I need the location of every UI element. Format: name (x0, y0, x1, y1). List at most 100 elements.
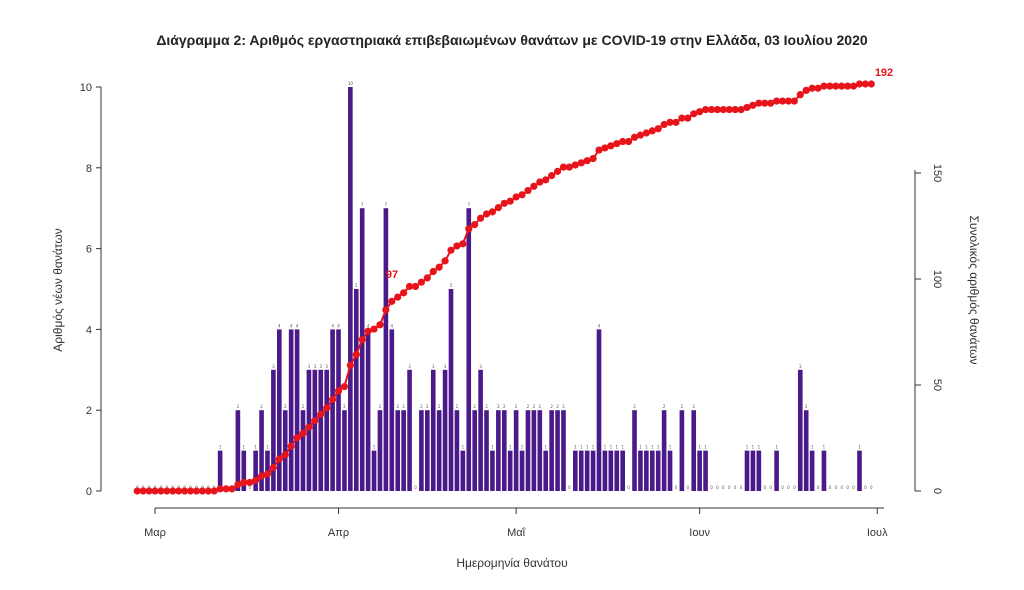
bar (703, 450, 708, 491)
bar (401, 410, 406, 491)
y-ticks-right: 0 50 100 150 (915, 164, 943, 494)
bar-value-label: 0 (675, 485, 678, 490)
cumulative-point (151, 487, 159, 495)
cumulative-point (447, 246, 455, 254)
bar-value-label: 2 (539, 404, 542, 409)
bar (389, 329, 395, 491)
cumulative-point (471, 221, 479, 229)
bar-value-label: 2 (485, 404, 488, 409)
cumulative-point (139, 487, 147, 495)
bar-value-label: 2 (420, 404, 423, 409)
cumulative-point (778, 97, 787, 105)
bar-value-label: 4 (331, 323, 334, 328)
bar-value-label: 2 (497, 404, 500, 409)
cumulative-point (145, 487, 153, 495)
bar-value-label: 2 (663, 404, 666, 409)
bar (336, 329, 341, 491)
bar (425, 410, 430, 491)
bar-value-label: 2 (692, 404, 695, 409)
cumulative-point (400, 289, 408, 297)
cumulative-point (583, 157, 591, 165)
bar-value-label: 1 (621, 445, 624, 450)
bar (235, 410, 241, 491)
cumulative-point (784, 97, 793, 105)
bar (330, 329, 335, 491)
bar (578, 450, 584, 491)
x-tick-label: Μαΐ (507, 527, 526, 539)
bar (490, 450, 495, 491)
cumulative-point (228, 485, 236, 493)
cumulative-point (684, 114, 692, 122)
bar (436, 410, 442, 491)
bar-value-label: 0 (568, 485, 571, 490)
bar (531, 410, 537, 491)
cumulative-point (388, 297, 396, 305)
cumulative-point (293, 434, 301, 442)
cumulative-point (696, 108, 704, 116)
x-tick-label: Απρ (328, 527, 349, 539)
bar-value-label: 2 (302, 404, 305, 409)
x-tick-label: Ιουν (689, 527, 710, 539)
bar (507, 450, 513, 491)
bar-value-label: 2 (533, 404, 536, 409)
bar-value-label: 5 (450, 283, 453, 288)
bar-value-label: 0 (687, 485, 690, 490)
bar (430, 369, 436, 491)
y-tick-label: 2 (86, 405, 92, 417)
cumulative-point (832, 82, 840, 90)
bar (496, 410, 501, 491)
bar-value-label: 1 (491, 445, 494, 450)
cumulative-point (246, 478, 254, 487)
bar-value-label: 0 (793, 485, 796, 490)
cumulative-point (690, 110, 698, 118)
x-tick-label: Ιουλ (867, 527, 888, 539)
bar (632, 410, 637, 491)
cumulative-point (707, 105, 716, 114)
cumulative-point (186, 487, 195, 495)
cumulative-point (849, 82, 858, 90)
bar-value-label: 1 (254, 445, 257, 450)
cumulative-point (263, 470, 272, 478)
bar (277, 329, 282, 491)
cumulative-point (648, 127, 656, 135)
bar-value-label: 2 (379, 404, 382, 409)
cumulative-point (559, 163, 568, 171)
cumulative-point (133, 487, 141, 495)
y-tick-label: 4 (86, 324, 92, 336)
cumulative-point (364, 327, 372, 335)
bar (525, 410, 531, 491)
cumulative-point (334, 387, 343, 395)
bar-value-label: 1 (746, 445, 749, 450)
bar (478, 369, 483, 491)
bar (549, 410, 554, 491)
bar (253, 450, 258, 491)
cumulative-point (548, 172, 556, 180)
bar-value-label: 0 (870, 485, 873, 490)
cumulative-point (536, 178, 544, 186)
bar (472, 410, 477, 491)
bar-value-label: 2 (562, 404, 565, 409)
bar-value-label: 0 (414, 485, 417, 490)
cumulative-point (500, 199, 508, 207)
cumulative-point (311, 417, 319, 425)
cumulative-point (494, 203, 502, 212)
cumulative-point (577, 159, 585, 167)
bar-value-label: 0 (840, 485, 843, 490)
bar (519, 450, 525, 491)
bar (602, 450, 608, 491)
bar-value-label: 1 (462, 445, 465, 450)
cumulative-point (725, 105, 733, 114)
bar-value-label: 4 (296, 323, 299, 328)
bar-value-label: 1 (243, 445, 246, 450)
bar-value-label: 2 (805, 404, 808, 409)
bar (460, 450, 466, 491)
cumulative-point (317, 410, 325, 418)
bar-value-label: 2 (527, 404, 530, 409)
bar-value-label: 7 (385, 202, 388, 207)
cumulative-end-label: 192 (875, 67, 893, 79)
bar-value-label: 2 (550, 404, 553, 409)
cumulative-point (340, 382, 349, 391)
bar (407, 369, 412, 491)
bar-value-label: 0 (817, 485, 820, 490)
cumulative-point (204, 487, 212, 495)
